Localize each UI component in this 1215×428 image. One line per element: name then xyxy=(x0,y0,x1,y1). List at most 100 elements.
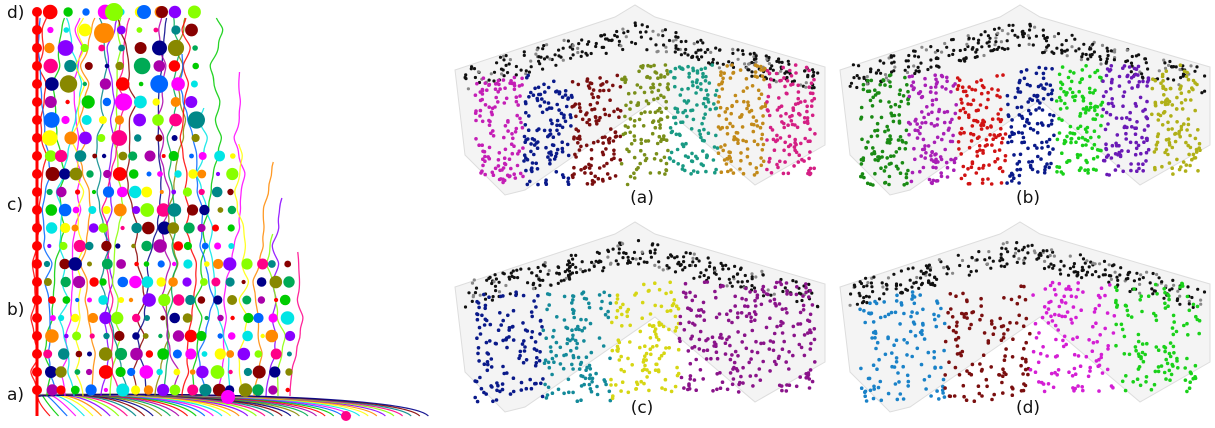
mesh-point xyxy=(1125,308,1130,313)
mesh-point xyxy=(1061,172,1065,176)
mesh-point xyxy=(1170,127,1174,131)
mesh-point xyxy=(524,69,528,73)
mesh-point xyxy=(566,182,571,186)
mesh-point xyxy=(1093,307,1098,311)
mesh-point xyxy=(626,29,630,33)
mesh-point xyxy=(980,181,985,185)
mesh-point xyxy=(878,99,883,103)
mesh-point xyxy=(936,64,940,68)
mesh-point xyxy=(1102,158,1107,163)
mesh-point xyxy=(548,161,552,166)
mesh-point xyxy=(493,166,498,171)
mesh-point xyxy=(1073,372,1078,377)
mesh-point xyxy=(886,312,891,317)
mesh-point xyxy=(928,273,932,277)
mesh-point xyxy=(981,148,985,153)
tree-node xyxy=(171,189,177,195)
mesh-point xyxy=(497,151,502,155)
mesh-point xyxy=(594,41,598,46)
mesh-point xyxy=(875,367,879,372)
mesh-point xyxy=(628,117,633,121)
mesh-point xyxy=(638,345,642,350)
mesh-point xyxy=(812,70,816,74)
mesh-point xyxy=(869,78,874,83)
mesh-point xyxy=(1114,343,1118,348)
tree-node xyxy=(226,350,235,358)
mesh-point xyxy=(551,335,555,339)
tree-node xyxy=(114,115,124,125)
mesh-point xyxy=(912,64,916,68)
mesh-point xyxy=(683,154,688,158)
mesh-point xyxy=(1146,78,1151,82)
mesh-point xyxy=(760,74,765,78)
mesh-point xyxy=(942,110,947,115)
tree-node xyxy=(75,189,81,195)
mesh-point xyxy=(765,138,769,142)
mesh-point xyxy=(1055,165,1059,169)
mesh-point xyxy=(731,377,736,381)
mesh-point xyxy=(696,48,700,52)
mesh-point xyxy=(597,166,602,170)
mesh-point xyxy=(657,171,662,175)
mesh-point xyxy=(700,55,704,59)
mesh-point xyxy=(871,146,875,150)
tree-node xyxy=(114,347,128,361)
mesh-point xyxy=(589,350,594,355)
mesh-point xyxy=(779,78,783,83)
mesh-point xyxy=(525,75,529,80)
mesh-point xyxy=(984,377,989,382)
mesh-point xyxy=(690,334,694,339)
mesh-point xyxy=(931,165,935,170)
mesh-point xyxy=(587,118,591,122)
mesh-point xyxy=(476,351,480,356)
mesh-point xyxy=(1097,303,1101,308)
mesh-point xyxy=(529,90,533,95)
mesh-point xyxy=(1140,72,1144,76)
mesh-point xyxy=(565,326,570,331)
mesh-point xyxy=(1124,374,1128,378)
mesh-point xyxy=(735,99,739,104)
mesh-point xyxy=(714,167,718,172)
mesh-point xyxy=(730,353,734,357)
mesh-point xyxy=(1189,64,1193,68)
mesh-point xyxy=(891,119,896,124)
mesh-point xyxy=(752,122,756,127)
mesh-point xyxy=(641,64,645,68)
tree-node xyxy=(32,79,42,89)
mesh-point xyxy=(599,34,603,38)
mesh-point xyxy=(476,70,481,74)
mesh-point xyxy=(486,362,490,367)
mesh-point xyxy=(945,109,950,114)
mesh-point xyxy=(673,50,677,54)
mesh-point xyxy=(540,110,545,115)
tree-node xyxy=(182,277,192,287)
tree-lane xyxy=(252,161,274,397)
mesh-point xyxy=(731,51,735,56)
mesh-point xyxy=(675,107,680,111)
mesh-point xyxy=(786,123,790,127)
mesh-point xyxy=(608,98,612,102)
mesh-point xyxy=(1203,74,1207,78)
mesh-point xyxy=(464,73,468,77)
tree-node xyxy=(238,383,253,397)
mesh-point xyxy=(1060,118,1064,122)
mesh-point xyxy=(645,75,649,79)
mesh-point xyxy=(603,135,607,139)
mesh-point xyxy=(996,31,1000,35)
mesh-point xyxy=(1063,49,1067,53)
mesh-point xyxy=(686,306,690,311)
mesh-point xyxy=(574,327,578,332)
tree-node xyxy=(230,315,235,321)
mesh-point xyxy=(695,40,700,44)
mesh-point xyxy=(781,171,786,176)
mesh-point xyxy=(1189,98,1193,102)
mesh-point xyxy=(1081,257,1086,261)
mesh-point xyxy=(664,45,668,49)
mesh-point xyxy=(619,367,623,372)
mesh-point xyxy=(728,76,733,80)
mesh-point xyxy=(975,149,979,154)
mesh-point xyxy=(624,103,628,108)
mesh-point xyxy=(691,83,695,88)
mesh-point xyxy=(911,80,916,84)
mesh-point xyxy=(679,66,683,71)
